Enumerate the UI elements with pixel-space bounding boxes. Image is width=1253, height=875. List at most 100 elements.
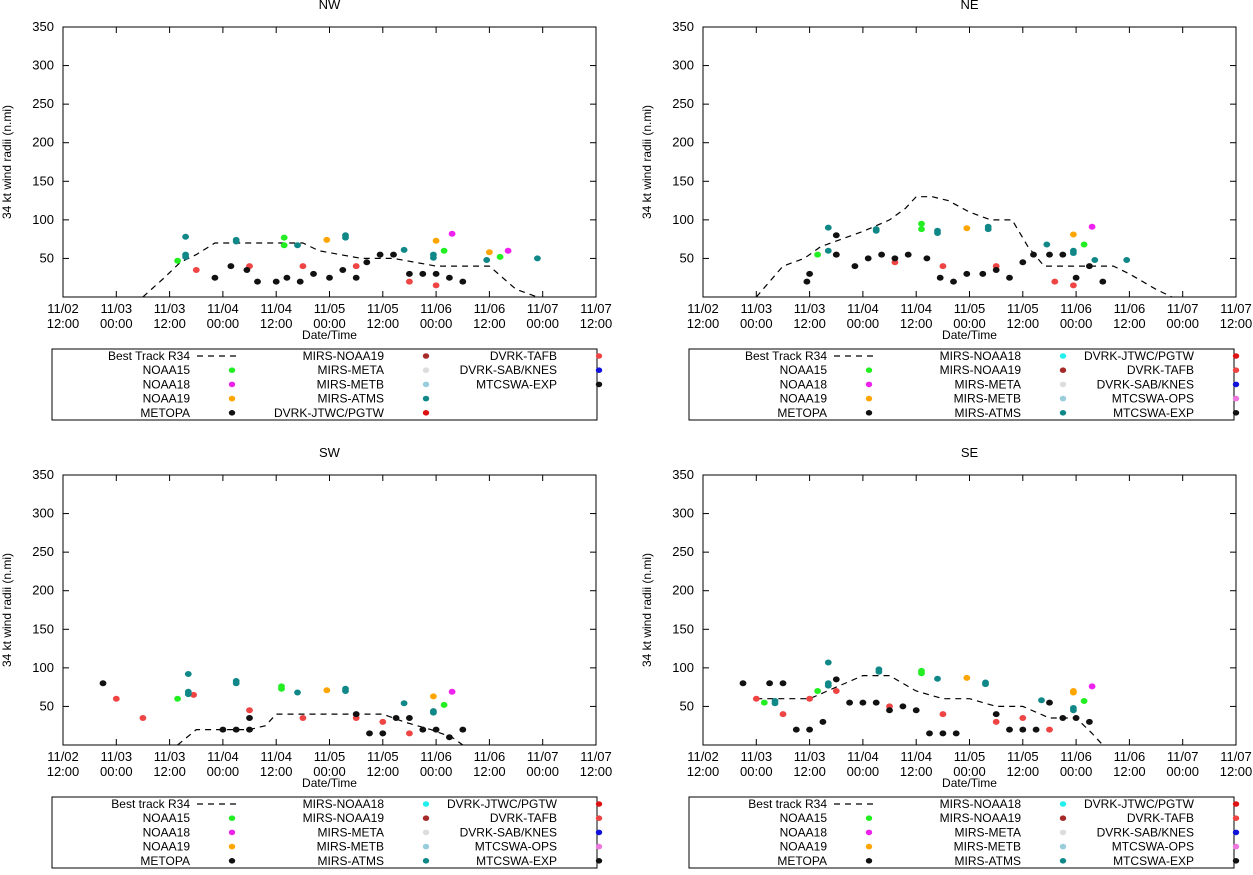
- x-tick-label-date: 11/03: [794, 749, 826, 764]
- data-point-metopa: [950, 278, 957, 285]
- x-tick-label-date: 11/06: [1114, 301, 1146, 316]
- data-point-metopa: [459, 726, 467, 733]
- data-point-metopa: [246, 726, 253, 733]
- data-point-dvrk-tafb: [406, 278, 413, 285]
- data-point-mirs-atms: [872, 227, 880, 234]
- data-point-metopa: [419, 270, 427, 277]
- y-axis-label: 34 kt wind radii (n.mi): [0, 105, 14, 219]
- data-point-metopa: [310, 270, 317, 277]
- data-point-metopa: [406, 715, 413, 721]
- x-tick-label-time: 12:00: [1007, 316, 1040, 331]
- data-point-dvrk-tafb: [779, 711, 787, 718]
- best-track-line: [177, 713, 464, 745]
- data-point-mirs-atms: [1123, 257, 1131, 263]
- legend-label: DVRK-JTWC/PGTW: [447, 797, 558, 811]
- y-tick-label: 200: [672, 135, 694, 150]
- data-point-metopa: [1086, 263, 1093, 270]
- data-point-mirs-atms: [984, 226, 992, 233]
- x-tick-label-time: 00:00: [847, 316, 880, 331]
- x-tick-label-date: 11/05: [1007, 301, 1039, 316]
- x-tick-label-date: 11/07: [580, 301, 612, 316]
- legend-dot-symbol: [228, 829, 236, 836]
- data-point-noaa15: [280, 242, 288, 249]
- y-tick-label: 300: [32, 506, 54, 521]
- data-point-dvrk-tafb: [139, 715, 147, 721]
- x-tick-label-time: 12:00: [260, 764, 293, 779]
- legend-dot-symbol: [595, 829, 603, 836]
- y-tick-label: 350: [672, 19, 694, 34]
- data-point-dvrk-tafb: [806, 695, 813, 702]
- legend-dot-symbol: [228, 858, 236, 864]
- legend-dot-symbol: [595, 858, 603, 864]
- data-point-mirs-atms: [824, 247, 832, 254]
- legend-label: DVRK-JTWC/PGTW: [1084, 349, 1195, 363]
- legend-dot-symbol: [595, 815, 603, 821]
- data-point-noaa19: [963, 674, 971, 681]
- chart-title: NW: [319, 0, 341, 12]
- legend-dot-symbol: [1232, 410, 1240, 416]
- x-tick-label-time: 12:00: [260, 316, 293, 331]
- data-point-mirs-atms: [1091, 257, 1099, 263]
- x-tick-label-date: 11/05: [954, 749, 986, 764]
- data-point-metopa: [339, 267, 347, 273]
- data-point-dvrk-tafb: [752, 695, 760, 702]
- data-point-metopa: [211, 274, 219, 281]
- legend-label: MIRS-METB: [317, 377, 384, 391]
- data-point-metopa: [904, 251, 912, 258]
- legend-label: MTCSWA-EXP: [476, 854, 557, 868]
- x-tick-label-time: 12:00: [1220, 764, 1253, 779]
- data-point-noaa15: [814, 251, 821, 258]
- data-point-metopa: [806, 270, 813, 277]
- plot-frame: [62, 26, 597, 298]
- legend-label: MTCSWA-EXP: [476, 377, 557, 391]
- x-tick-label-time: 00:00: [740, 316, 773, 331]
- data-point-mirs-atms: [1043, 241, 1051, 248]
- legend-dot-symbol: [865, 858, 873, 864]
- legend-label: DVRK-JTWC/PGTW: [274, 406, 385, 420]
- legend-label: MIRS-ATMS: [318, 854, 384, 868]
- y-tick-label: 100: [672, 660, 694, 675]
- data-point-mirs-atms: [342, 234, 349, 241]
- x-tick-label-time: 00:00: [1166, 316, 1199, 331]
- legend-box: [688, 348, 1235, 421]
- legend-dot-symbol: [595, 367, 603, 374]
- x-tick-label-date: 11/04: [260, 749, 292, 764]
- data-point-mirs-atms: [1038, 697, 1045, 704]
- legend-label: METOPA: [140, 406, 190, 420]
- legend-label: MIRS-META: [955, 377, 1021, 391]
- x-tick-label-time: 12:00: [687, 316, 720, 331]
- x-tick-label-time: 00:00: [207, 764, 240, 779]
- legend-dot-symbol: [1059, 858, 1067, 864]
- legend-dot-symbol: [1059, 801, 1067, 807]
- x-tick-label-time: 00:00: [847, 764, 880, 779]
- data-point-mirs-atms: [400, 700, 408, 707]
- x-tick-label-date: 11/06: [1060, 301, 1092, 316]
- data-point-dvrk-tafb: [939, 711, 947, 718]
- y-tick-label: 350: [672, 467, 694, 482]
- x-tick-label-date: 11/06: [420, 301, 452, 316]
- data-point-metopa: [1072, 274, 1080, 281]
- x-axis-label: Date/Time: [942, 776, 997, 790]
- data-point-metopa: [272, 278, 280, 285]
- legend-dot-symbol: [422, 410, 430, 416]
- data-point-metopa: [864, 255, 872, 262]
- plot-frame: [62, 474, 597, 746]
- data-point-mirs-atms: [1070, 250, 1077, 256]
- data-point-metopa: [227, 263, 235, 270]
- legend-label: NOAA15: [143, 363, 191, 377]
- x-tick-label-time: 12:00: [473, 764, 506, 779]
- data-point-noaa19: [1070, 231, 1077, 238]
- data-point-mirs-atms: [342, 688, 349, 694]
- legend-dot-symbol: [228, 381, 236, 388]
- legend-label: NOAA18: [780, 377, 828, 391]
- x-tick-label-date: 11/05: [367, 301, 399, 316]
- x-tick-label-date: 11/07: [1220, 301, 1252, 316]
- legend-label: MIRS-ATMS: [955, 854, 1021, 868]
- legend-dot-symbol: [1059, 815, 1067, 821]
- legend-dot-symbol: [595, 801, 603, 807]
- data-point-metopa: [739, 680, 747, 687]
- legend-label: MIRS-NOAA19: [303, 811, 385, 825]
